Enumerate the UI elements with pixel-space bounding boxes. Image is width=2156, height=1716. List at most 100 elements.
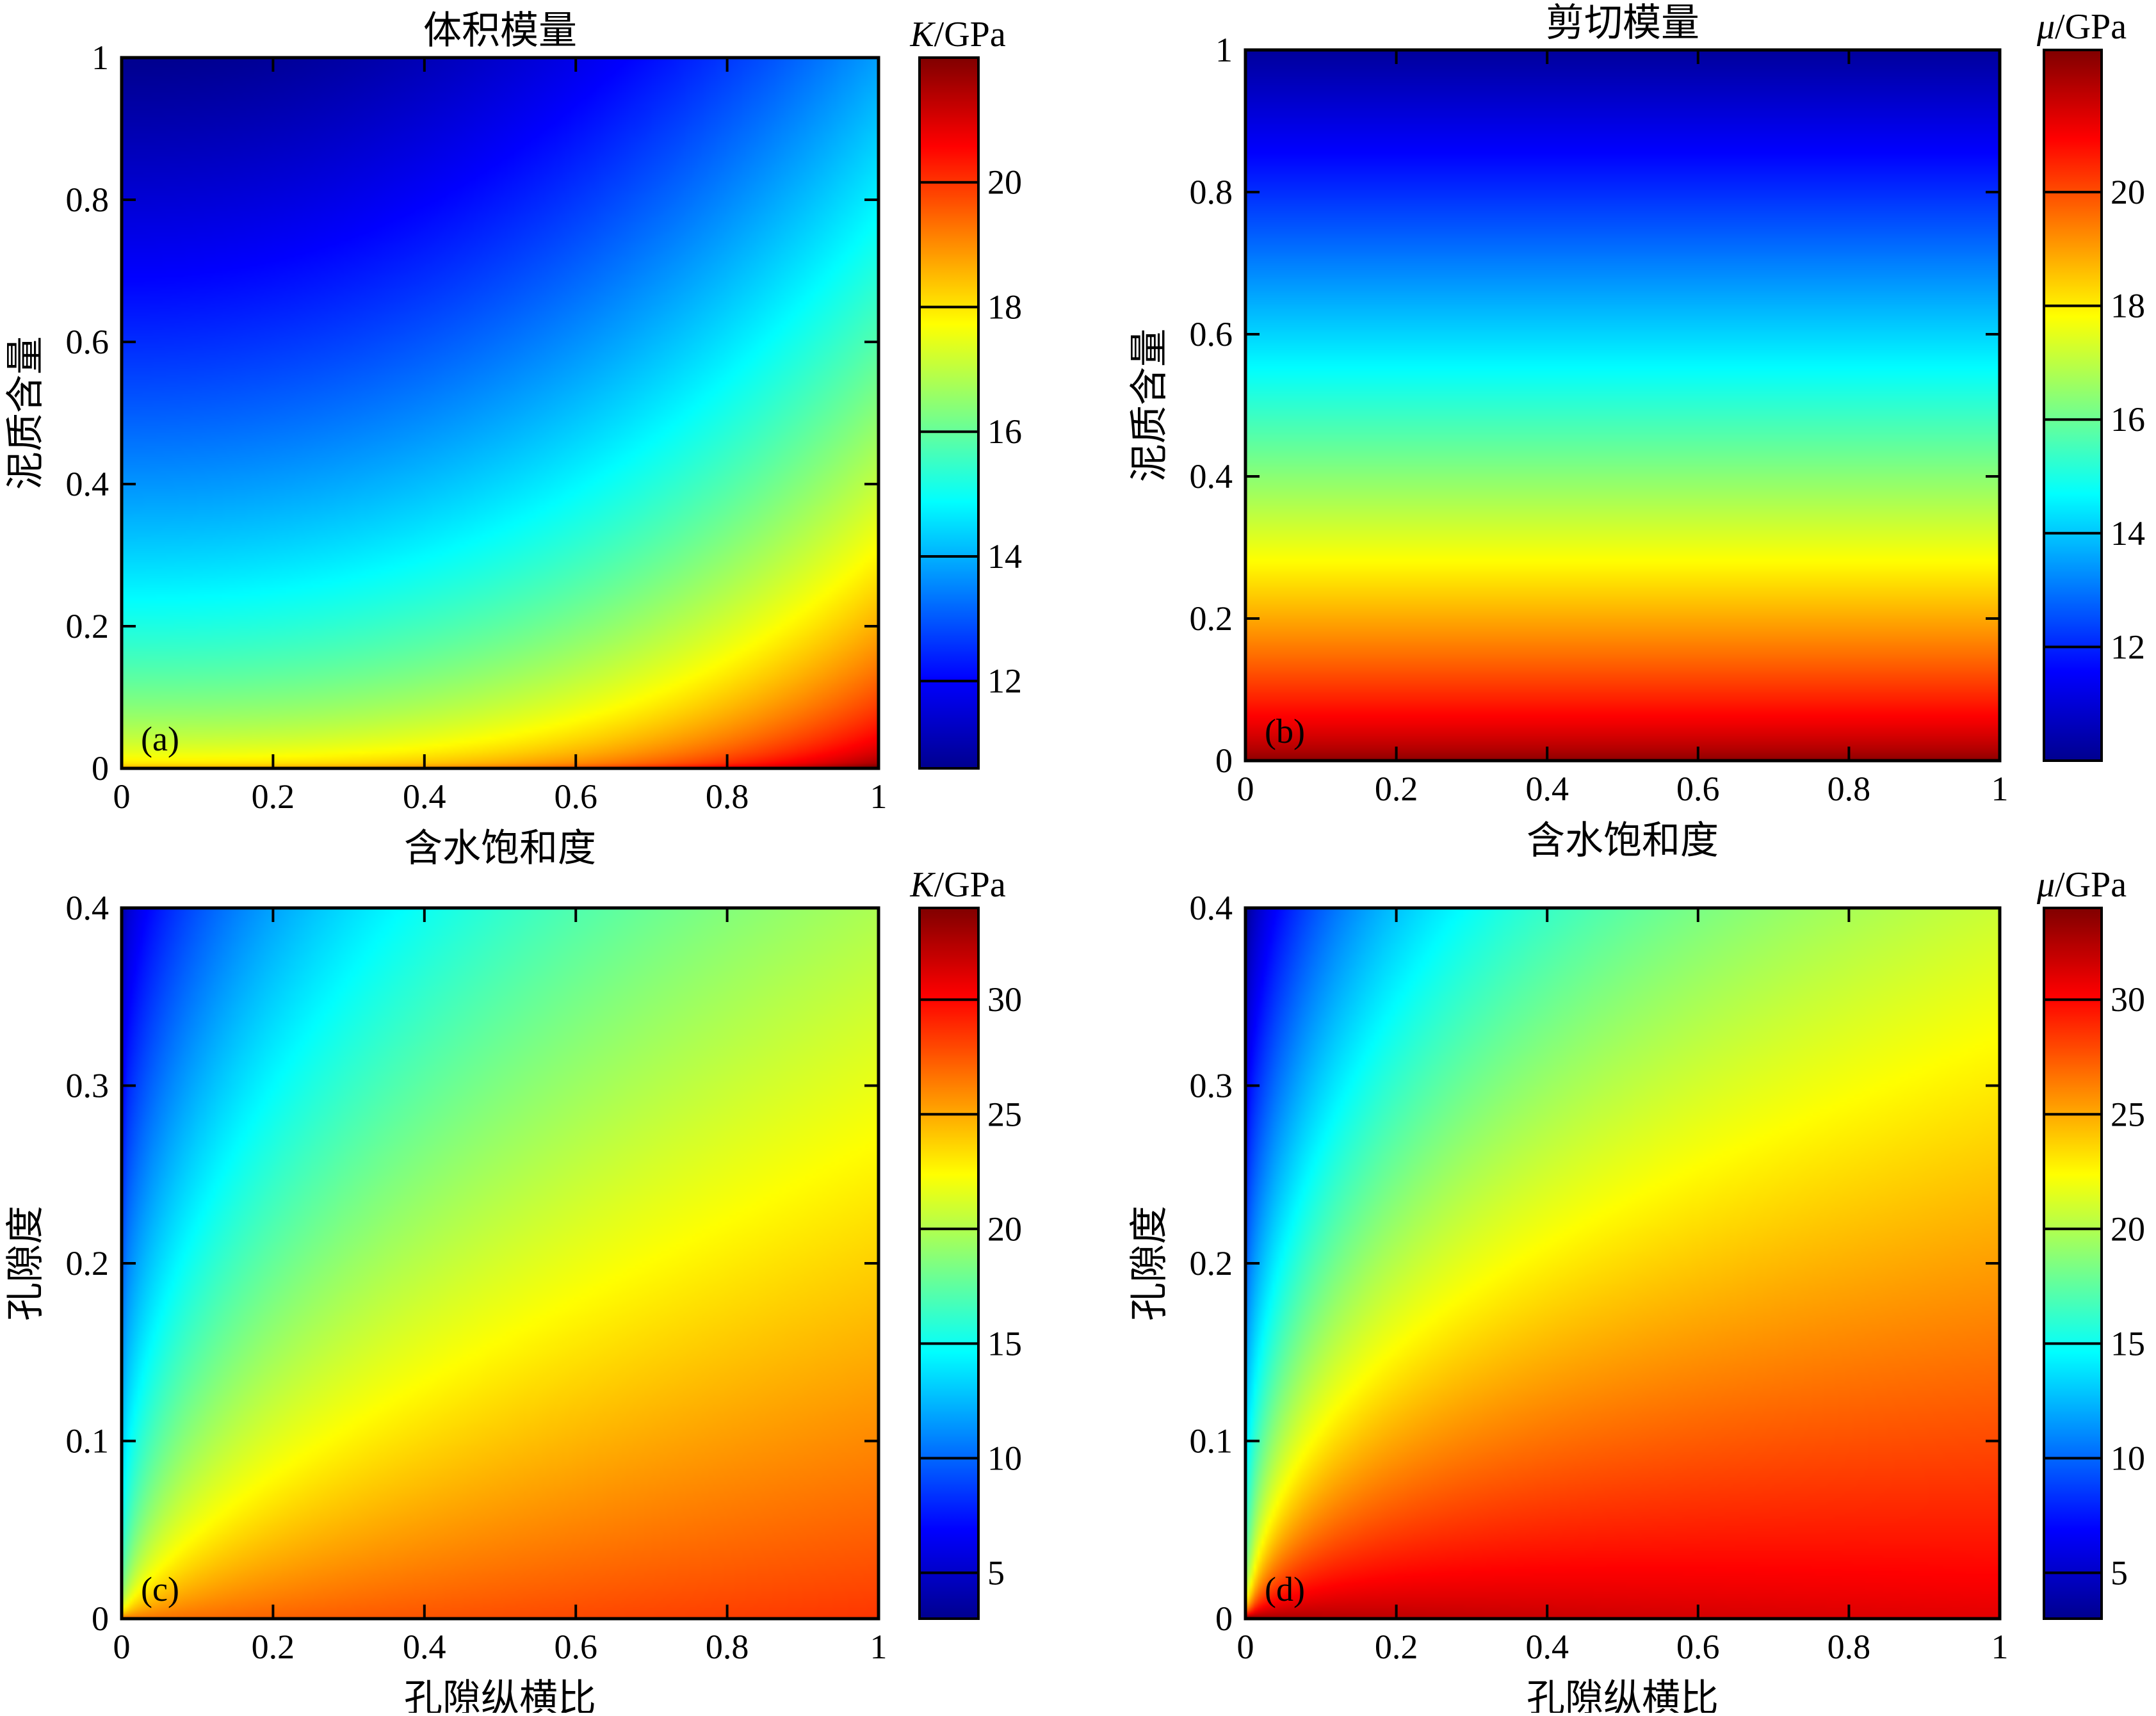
y-tick-label: 1: [1215, 31, 1233, 69]
colorbar-unit-text: /GPa: [2055, 7, 2127, 47]
colorbar-frame: [918, 56, 980, 770]
x-tick-label: 0.2: [252, 1628, 295, 1666]
heatmap-b: [1245, 50, 2000, 761]
plot-frame-b: [1244, 48, 2002, 763]
colorbar-unit-symbol: K: [909, 865, 936, 905]
colorbar-tick-label: 5: [987, 1553, 1005, 1592]
y-tick-label: 0: [92, 749, 109, 788]
colorbar-tick-label: 16: [2111, 400, 2145, 439]
colorbar-tick-label: 18: [2111, 287, 2145, 325]
x-tick-label: 0.8: [706, 777, 749, 816]
colorbar-tick-label: 10: [2111, 1439, 2145, 1477]
y-tick-label: 1: [92, 38, 109, 77]
x-tick-label: 0.4: [1525, 770, 1569, 808]
colorbar-tick-label: 16: [987, 412, 1022, 451]
y-tick-label: 0: [1215, 741, 1233, 780]
x-tick-label: 0.4: [403, 1628, 446, 1666]
x-tick-label: 0.2: [252, 777, 295, 816]
y-tick-label: 0.2: [66, 1244, 109, 1283]
x-tick-label: 0.6: [554, 1628, 597, 1666]
heatmap-a: [122, 58, 879, 768]
colorbar-tick-label: 20: [987, 1210, 1022, 1248]
x-tick-label: 0.8: [1828, 1628, 1871, 1666]
x-tick-label: 0.4: [403, 777, 446, 816]
x-tick-label: 1: [870, 777, 888, 816]
y-tick-label: 0.8: [66, 181, 109, 219]
x-tick-label: 1: [1991, 770, 2009, 808]
colorbar-unit-text: /GPa: [934, 15, 1006, 54]
y-tick-label: 0.4: [1190, 457, 1233, 496]
chart-title: 剪切模量: [1546, 2, 1699, 44]
y-tick-label: 0.3: [66, 1067, 109, 1105]
x-axis-label: 含水饱和度: [404, 827, 596, 870]
colorbar-frame: [2043, 907, 2103, 1620]
y-tick-label: 0.1: [1190, 1422, 1233, 1461]
y-axis-label: 泥质含量: [1128, 328, 1171, 482]
x-tick-label: 0: [1237, 770, 1254, 808]
y-tick-label: 0.4: [66, 465, 109, 503]
y-axis-label: 孔隙度: [1128, 1206, 1171, 1321]
panel-label: (d): [1265, 1570, 1305, 1608]
colorbar-tick-label: 18: [987, 287, 1022, 326]
panel-label: (b): [1265, 712, 1305, 750]
colorbar-unit-label: K/GPa: [909, 865, 1006, 905]
heatmap-c: [122, 908, 879, 1619]
y-axis-label: 泥质含量: [4, 336, 47, 490]
colorbar-tick-label: 15: [987, 1324, 1022, 1363]
y-tick-label: 0.4: [1190, 889, 1233, 927]
colorbar-b: [2044, 50, 2102, 761]
x-axis-label: 含水饱和度: [1527, 820, 1719, 862]
colorbar-tick-label: 25: [987, 1095, 1022, 1133]
colorbar-tick-label: 12: [2111, 627, 2145, 666]
colorbar-tick-label: 5: [2111, 1553, 2128, 1592]
x-tick-label: 0.2: [1375, 770, 1418, 808]
x-tick-label: 0.4: [1525, 1628, 1569, 1666]
x-tick-label: 0.6: [1676, 770, 1720, 808]
plot-frame-a: [120, 56, 880, 770]
x-tick-label: 0.6: [1676, 1628, 1720, 1666]
panel-label: (c): [141, 1570, 179, 1608]
colorbar-tick-label: 20: [987, 163, 1022, 202]
chart-title: 体积模量: [423, 10, 577, 52]
colorbar-unit-label: μ/GPa: [2036, 865, 2127, 905]
y-tick-label: 0.3: [1190, 1067, 1233, 1105]
colorbar-frame: [918, 907, 980, 1620]
colorbar-tick-label: 14: [987, 537, 1022, 576]
x-axis-label: 孔隙纵横比: [404, 1678, 596, 1713]
x-tick-label: 1: [870, 1628, 888, 1666]
y-tick-label: 0.6: [66, 323, 109, 361]
colorbar-unit-symbol: K: [909, 15, 936, 54]
colorbar-tick-label: 10: [987, 1439, 1022, 1477]
colorbar-tick-label: 14: [2111, 514, 2145, 553]
y-tick-label: 0.4: [66, 889, 109, 927]
colorbar-tick-label: 25: [2111, 1095, 2145, 1133]
panel-label: (a): [141, 720, 179, 758]
y-tick-label: 0.2: [1190, 599, 1233, 638]
y-tick-label: 0.2: [66, 607, 109, 645]
colorbar-tick-label: 20: [2111, 173, 2145, 211]
x-tick-label: 0.8: [1828, 770, 1871, 808]
colorbar-tick-label: 30: [2111, 980, 2145, 1019]
colorbar-a: [920, 58, 978, 768]
x-tick-label: 0.6: [554, 777, 597, 816]
y-tick-label: 0.2: [1190, 1244, 1233, 1283]
colorbar-d: [2044, 908, 2102, 1619]
colorbar-unit-label: μ/GPa: [2036, 7, 2127, 47]
x-tick-label: 0.2: [1375, 1628, 1418, 1666]
heatmap-d: [1245, 908, 2000, 1619]
y-tick-label: 0.1: [66, 1422, 109, 1461]
x-tick-label: 1: [1991, 1628, 2009, 1666]
colorbar-tick-label: 12: [987, 662, 1022, 700]
x-tick-label: 0: [113, 777, 131, 816]
colorbar-tick-label: 15: [2111, 1324, 2145, 1363]
x-axis-label: 孔隙纵横比: [1527, 1678, 1719, 1713]
colorbar-unit-symbol: μ: [2036, 865, 2055, 905]
y-tick-label: 0: [92, 1599, 109, 1638]
colorbar-unit-label: K/GPa: [909, 15, 1006, 54]
